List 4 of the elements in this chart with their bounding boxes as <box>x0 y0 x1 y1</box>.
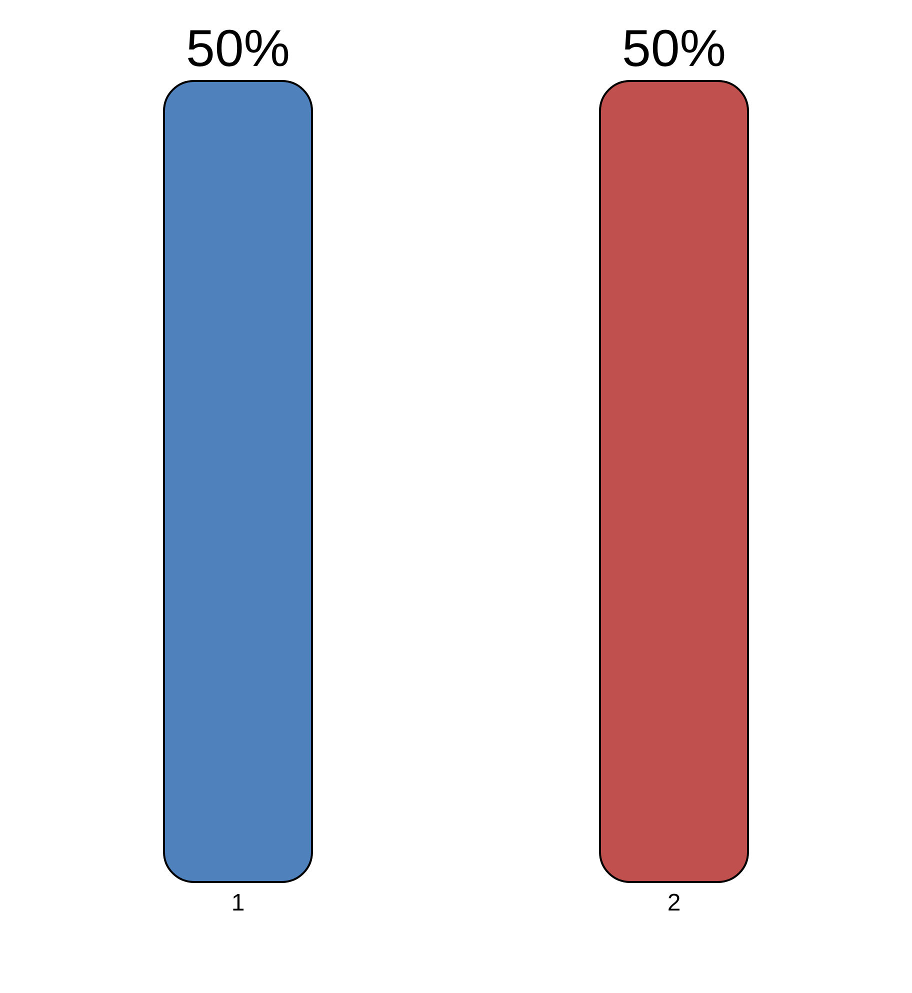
data-label: 50% <box>622 20 726 78</box>
data-label: 50% <box>186 20 290 78</box>
x-tick-label: 2 <box>667 890 681 916</box>
x-tick-label: 1 <box>231 890 245 916</box>
